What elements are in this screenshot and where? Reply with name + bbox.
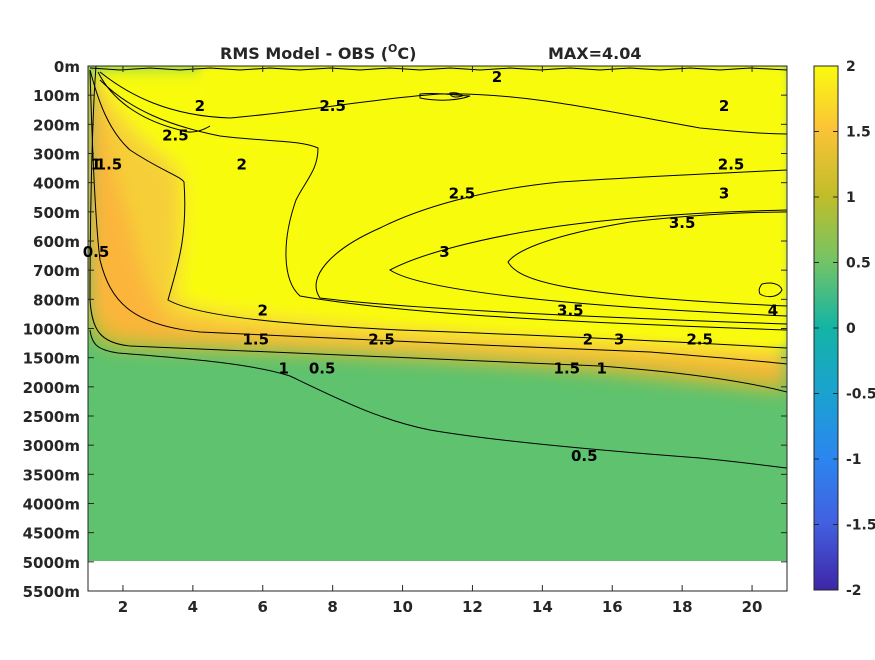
colorbar-tick-label: -2 (846, 583, 862, 599)
contour-label: 1.5 (554, 360, 581, 378)
chart-title: RMS Model - OBS (OC) (220, 42, 416, 63)
y-tick-label: 5000m (23, 554, 80, 572)
contour-label: 2 (719, 97, 729, 115)
colorbar-tick-label: -1.5 (846, 518, 875, 534)
contour-label: 1 (597, 360, 607, 378)
y-tick-label: 700m (33, 262, 80, 280)
colorbar-tick-label: 1 (846, 190, 856, 206)
y-axis: 0m 100m 200m 300m 400m 500m 600m 700m 800m 1000m 1… (23, 58, 787, 601)
contour-label: 1.5 (242, 331, 269, 349)
y-tick-label: 400m (33, 175, 80, 193)
colorbar-tick-label: 0 (846, 321, 856, 337)
colorbar-tick-label: 0.5 (846, 256, 871, 272)
y-tick-label: 4500m (23, 525, 80, 543)
colorbar-tick-label: 1.5 (846, 125, 871, 141)
contour-label: 2.5 (368, 331, 395, 349)
contour-label: 3.5 (669, 214, 696, 232)
contour-label: 4 (768, 301, 778, 319)
contour-label: 2.5 (319, 97, 346, 115)
contour-label: 0.5 (571, 447, 598, 465)
y-tick-label: 800m (33, 291, 80, 309)
x-tick-label: 20 (742, 598, 763, 616)
y-tick-label: 1000m (23, 321, 80, 339)
heatmap-field (88, 66, 787, 561)
x-tick-label: 2 (118, 598, 128, 616)
colorbar-tick-label: -0.5 (846, 387, 875, 403)
y-tick-label: 500m (33, 204, 80, 222)
y-tick-label: 3000m (23, 437, 80, 455)
max-label: MAX=4.04 (548, 44, 642, 63)
contour-label: 2.5 (162, 126, 189, 144)
contour-label: 2 (492, 68, 502, 86)
contour-label: 0.5 (83, 243, 110, 261)
contour-label: 2.5 (718, 156, 745, 174)
contour-label: 3 (719, 185, 729, 203)
x-tick-label: 16 (602, 598, 623, 616)
contour-label: 1 (279, 360, 289, 378)
y-tick-label: 2000m (23, 379, 80, 397)
contour-label: 3 (614, 331, 624, 349)
contour-label: 2 (258, 301, 268, 319)
contour-label: 2 (195, 97, 205, 115)
contour-lines (89, 66, 787, 469)
colorbar-tick-label: -1 (846, 452, 862, 468)
contour-label: 0.5 (309, 360, 336, 378)
contour-label: 1 (91, 156, 101, 174)
y-tick-label: 200m (33, 116, 80, 134)
x-tick-label: 8 (327, 598, 337, 616)
contour-label: 2 (583, 331, 593, 349)
y-tick-label: 1500m (23, 350, 80, 368)
y-tick-label: 100m (33, 87, 80, 105)
x-tick-label: 12 (462, 598, 483, 616)
y-tick-label: 2500m (23, 408, 80, 426)
x-tick-label: 6 (258, 598, 268, 616)
y-tick-label: 4000m (23, 496, 80, 514)
contour-label: 2 (237, 156, 247, 174)
contour-label: 2.5 (449, 185, 476, 203)
y-tick-label: 0m (54, 58, 80, 76)
x-tick-label: 10 (392, 598, 413, 616)
y-tick-label: 5500m (23, 583, 80, 601)
x-tick-label: 4 (188, 598, 198, 616)
contour-label: 1.5 (96, 156, 123, 174)
y-tick-label: 600m (33, 233, 80, 251)
contour-label: 3.5 (557, 301, 584, 319)
x-tick-label: 14 (532, 598, 553, 616)
y-tick-label: 300m (33, 146, 80, 164)
contour-label: 3 (439, 243, 449, 261)
colorbar-axis: 2 1.5 1 0.5 0 -0.5 -1 -1.5 -2 (814, 59, 875, 599)
x-tick-label: 18 (672, 598, 693, 616)
y-tick-label: 3500m (23, 466, 80, 484)
x-axis: 2 4 6 8 10 12 14 16 18 20 (118, 66, 763, 616)
contour-label: 2.5 (686, 331, 713, 349)
colorbar-tick-label: 2 (846, 59, 856, 75)
